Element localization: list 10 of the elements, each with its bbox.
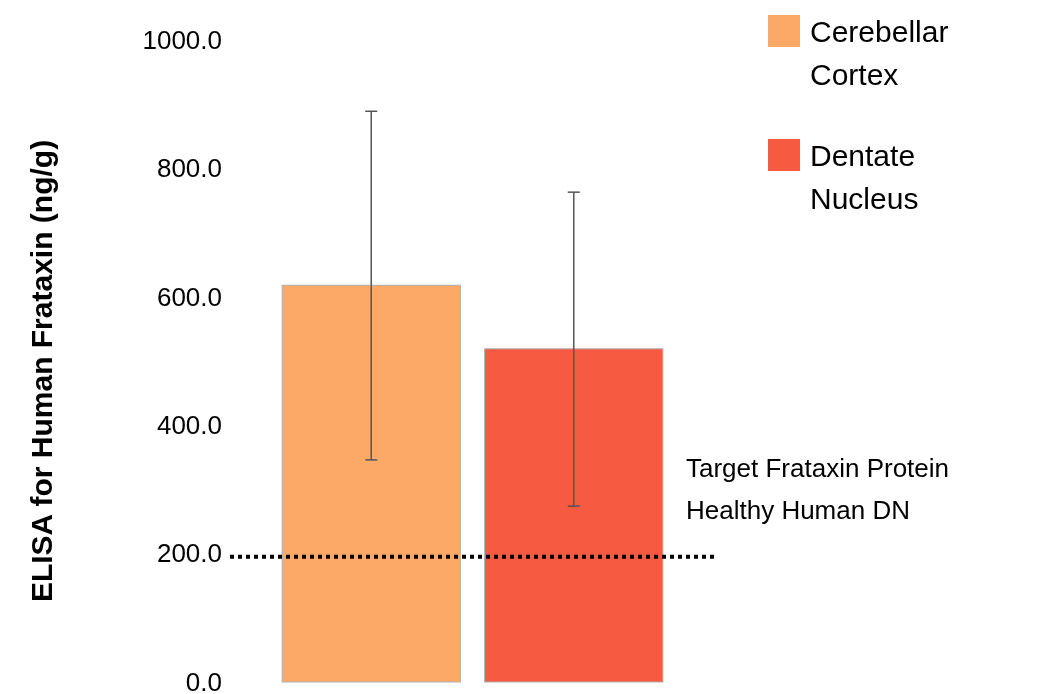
y-tick-label: 400.0 <box>156 410 222 441</box>
ref-line-label: Target Frataxin Protein Healthy Human DN <box>686 452 950 525</box>
y-tick-label: 200.0 <box>156 538 222 569</box>
y-tick-label: 800.0 <box>156 153 222 184</box>
legend-label: Cerebellar Cortex <box>810 15 949 91</box>
y-tick-label: 0.0 <box>185 666 222 694</box>
y-tick-label: 1000.0 <box>142 24 222 55</box>
y-tick-label: 600.0 <box>156 281 222 312</box>
y-axis-title: ELISA for Human Frataxin (ng/g) <box>25 139 58 603</box>
legend-label: Dentate Nucleus <box>810 139 919 215</box>
